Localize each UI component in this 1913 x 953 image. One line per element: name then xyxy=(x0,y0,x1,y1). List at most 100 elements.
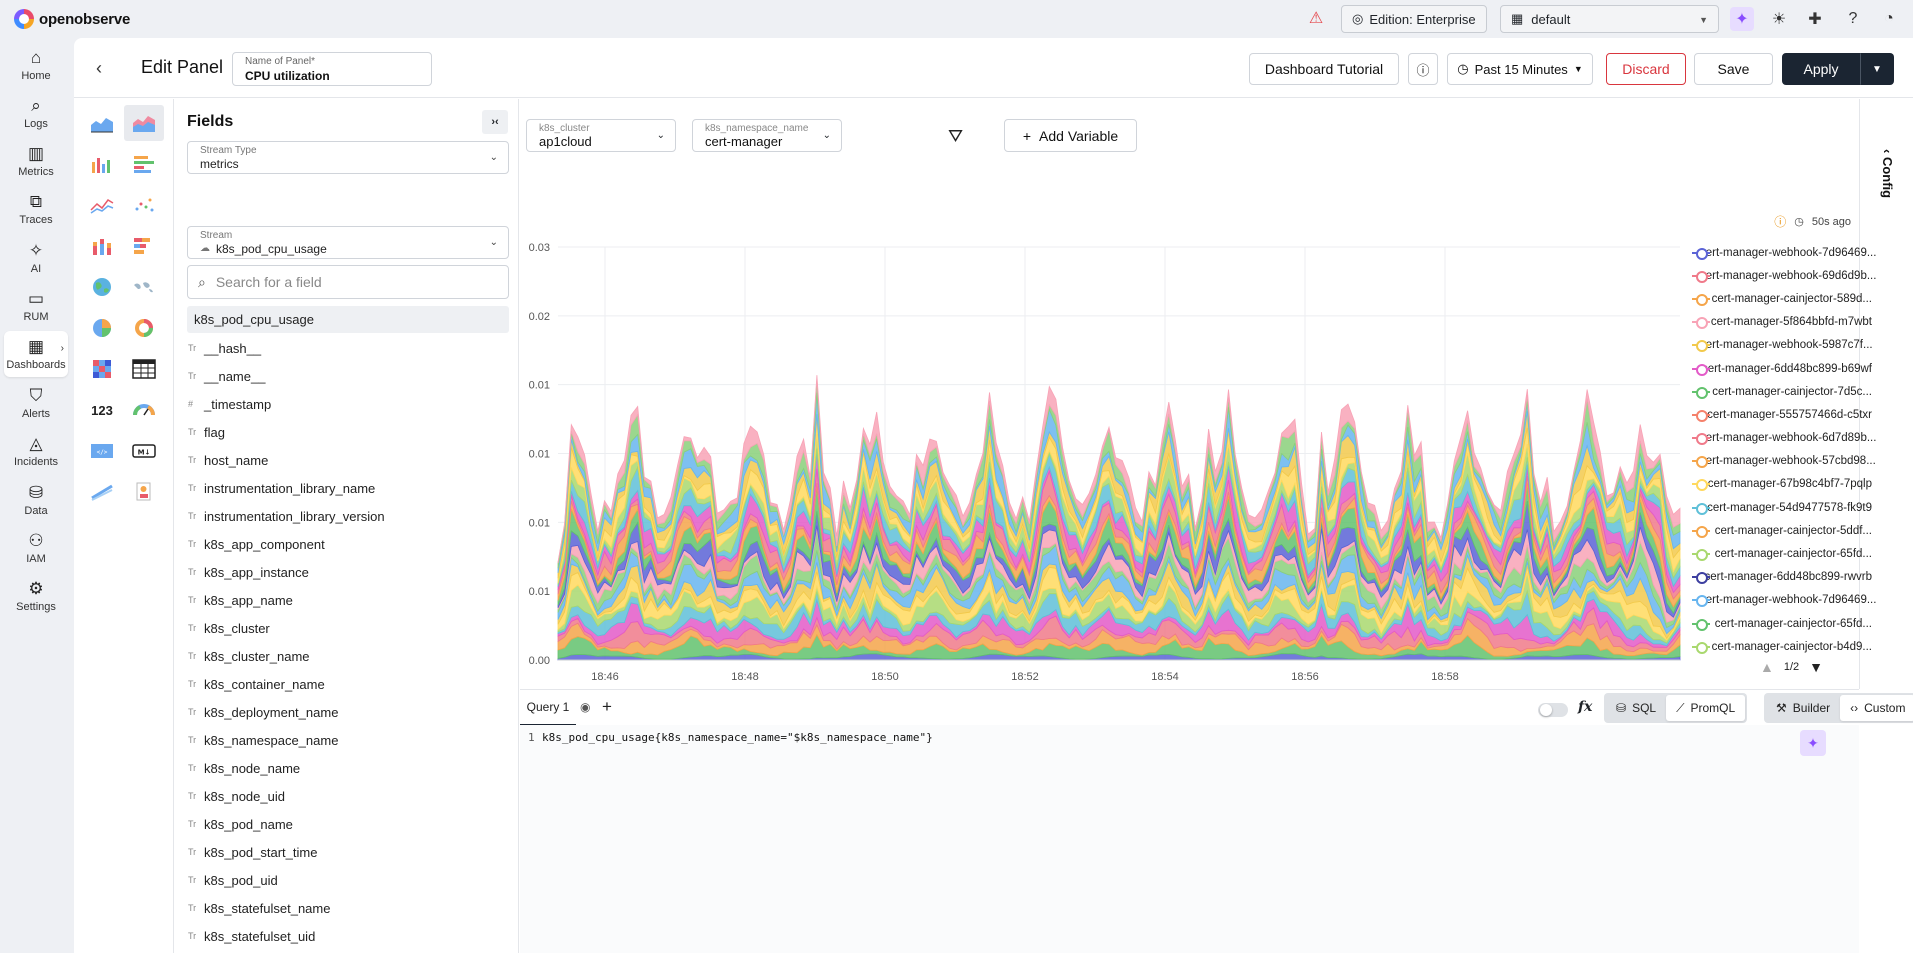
field-search-input[interactable]: ⌕ Search for a field xyxy=(187,265,509,299)
field-row[interactable]: Tr k8s_app_instance xyxy=(187,558,509,586)
heatmap-chart-type[interactable] xyxy=(82,351,122,387)
field-row[interactable]: Tr k8s_app_name xyxy=(187,586,509,614)
stream-select[interactable]: Stream ☁ k8s_pod_cpu_usage ⌄ xyxy=(187,226,509,259)
legend-item[interactable]: cert-manager-webhook-7d96469... xyxy=(1692,589,1876,612)
logo[interactable]: openobserve xyxy=(14,9,130,29)
save-button[interactable]: Save xyxy=(1694,53,1773,85)
legend-item[interactable]: cert-manager-webhook-57cbd98... xyxy=(1692,450,1876,473)
nav-alerts[interactable]: ⛉ Alerts xyxy=(4,380,68,426)
legend-item[interactable]: cert-manager-webhook-5987c7f... xyxy=(1692,334,1873,357)
legend-item[interactable]: cert-manager-6dd48bc899-rwvrb xyxy=(1692,566,1872,589)
apply-dropdown-button[interactable]: ▼ xyxy=(1860,53,1894,85)
field-row[interactable]: Tr k8s_pod_name xyxy=(187,810,509,838)
field-row[interactable]: Tr flag xyxy=(187,418,509,446)
config-panel-toggle[interactable]: ‹ Config xyxy=(1859,99,1913,689)
page-up-icon[interactable]: ▲ xyxy=(1760,659,1774,675)
ai-sparkle-icon[interactable]: ✦ xyxy=(1800,730,1826,756)
field-row[interactable]: Tr k8s_namespace_name xyxy=(187,726,509,754)
sql-button[interactable]: ⛁ SQL xyxy=(1606,695,1666,721)
custom-panel-type[interactable] xyxy=(124,474,164,510)
nav-settings[interactable]: ⚙ Settings xyxy=(4,573,68,619)
legend-item[interactable]: cert-manager-6dd48bc899-b69wf xyxy=(1692,357,1872,380)
legend-item[interactable]: cert-manager-54d9477578-fk9t9 xyxy=(1692,496,1872,519)
nav-home[interactable]: ⌂ Home xyxy=(4,42,68,88)
selected-stream-field[interactable]: k8s_pod_cpu_usage xyxy=(187,306,509,333)
custom-chart-type[interactable] xyxy=(82,474,122,510)
nav-incidents[interactable]: ◬ Incidents xyxy=(4,428,68,474)
field-row[interactable]: Tr k8s_node_name xyxy=(187,754,509,782)
nav-data[interactable]: ⛁ Data xyxy=(4,477,68,523)
legend-item[interactable]: cert-manager-cainjector-5ddf... xyxy=(1692,519,1872,542)
legend-item[interactable]: cert-manager-cainjector-65fd... xyxy=(1692,542,1872,565)
nav-metrics[interactable]: ▥ Metrics xyxy=(4,138,68,184)
map-chart-type[interactable] xyxy=(124,269,164,305)
ai-assistant-button[interactable]: ✦ xyxy=(1730,7,1754,31)
area-stacked-chart-type[interactable] xyxy=(124,105,164,141)
field-row[interactable]: Tr k8s_pod_uid xyxy=(187,866,509,894)
legend-item[interactable]: cert-manager-webhook-69d6d9b... xyxy=(1692,264,1876,287)
field-row[interactable]: Tr k8s_node_uid xyxy=(187,782,509,810)
cluster-variable-select[interactable]: k8s_cluster ap1cloud ⌄ xyxy=(526,119,676,152)
nav-logs[interactable]: ⌕ Logs xyxy=(4,90,68,136)
metric-chart-type[interactable]: 123 xyxy=(82,392,122,428)
field-row[interactable]: Tr instrumentation_library_version xyxy=(187,502,509,530)
field-row[interactable]: Tr k8s_pod_start_time xyxy=(187,838,509,866)
slack-icon[interactable]: ✚ xyxy=(1808,11,1822,28)
stream-type-select[interactable]: Stream Type metrics ⌄ xyxy=(187,141,509,174)
area-series[interactable] xyxy=(557,375,1681,564)
nav-dashboards[interactable]: ▦ Dashboards › xyxy=(4,331,68,377)
query-toggle[interactable] xyxy=(1538,703,1568,717)
scatter-chart-type[interactable] xyxy=(124,187,164,223)
eye-icon[interactable]: ◉ xyxy=(580,700,591,714)
custom-button[interactable]: ‹› Custom xyxy=(1840,695,1913,721)
field-row[interactable]: Tr host_name xyxy=(187,446,509,474)
field-row[interactable]: Tr k8s_statefulset_uid xyxy=(187,922,509,950)
add-query-icon[interactable]: + xyxy=(602,697,612,716)
add-variable-button[interactable]: + Add Variable xyxy=(1004,119,1137,152)
markdown-chart-type[interactable]: M↓ xyxy=(124,433,164,469)
promql-button[interactable]: ⟋ PromQL xyxy=(1666,695,1746,721)
field-row[interactable]: # _timestamp xyxy=(187,390,509,418)
stacked-bar-chart-type[interactable] xyxy=(82,228,122,264)
nav-iam[interactable]: ⚇ IAM xyxy=(4,525,68,571)
legend-item[interactable]: cert-manager-cainjector-65fd... xyxy=(1692,612,1872,635)
panel-name-field[interactable]: Name of Panel* CPU utilization xyxy=(232,52,432,86)
add-filter-icon[interactable]: ⛛ xyxy=(948,126,964,146)
nav-rum[interactable]: ▭ RUM xyxy=(4,283,68,329)
h-stacked-chart-type[interactable] xyxy=(124,228,164,264)
field-row[interactable]: Tr k8s_deployment_name xyxy=(187,698,509,726)
field-row[interactable]: Tr __hash__ xyxy=(187,334,509,362)
legend-item[interactable]: cert-manager-cainjector-7d5c... xyxy=(1692,380,1872,403)
bar-chart-type[interactable] xyxy=(82,146,122,182)
user-icon[interactable]: ◔ xyxy=(1884,10,1894,27)
theme-toggle-icon[interactable]: ☀ xyxy=(1771,11,1787,28)
field-row[interactable]: Tr k8s_app_component xyxy=(187,530,509,558)
query-tab[interactable]: Query 1 xyxy=(520,690,576,726)
dashboard-tutorial-button[interactable]: Dashboard Tutorial xyxy=(1249,53,1399,85)
query-code[interactable]: k8s_pod_cpu_usage{k8s_namespace_name="$k… xyxy=(542,731,933,744)
function-icon[interactable]: fx xyxy=(1578,699,1593,715)
html-chart-type[interactable]: </> xyxy=(82,433,122,469)
gauge-chart-type[interactable] xyxy=(124,392,164,428)
help-icon[interactable]: ? xyxy=(1848,10,1858,27)
nav-traces[interactable]: ⧉ Traces xyxy=(4,186,68,232)
pie-chart-type[interactable] xyxy=(82,310,122,346)
legend-item[interactable]: cert-manager-cainjector-b4d9... xyxy=(1692,635,1872,658)
query-editor[interactable]: 1 k8s_pod_cpu_usage{k8s_namespace_name="… xyxy=(520,725,1859,953)
area-chart-type[interactable] xyxy=(82,105,122,141)
field-row[interactable]: Tr k8s_cluster xyxy=(187,614,509,642)
field-row[interactable]: Tr k8s_container_name xyxy=(187,670,509,698)
table-chart-type[interactable] xyxy=(124,351,164,387)
legend-item[interactable]: cert-manager-5f864bbfd-m7wbt xyxy=(1692,311,1872,334)
line-chart-type[interactable] xyxy=(82,187,122,223)
field-row[interactable]: Tr __name__ xyxy=(187,362,509,390)
legend-item[interactable]: cert-manager-webhook-7d96469... xyxy=(1692,241,1876,264)
builder-button[interactable]: ⚒ Builder xyxy=(1766,695,1840,721)
field-row[interactable]: Tr instrumentation_library_name xyxy=(187,474,509,502)
h-bar-chart-type[interactable] xyxy=(124,146,164,182)
geomap-chart-type[interactable] xyxy=(82,269,122,305)
apply-button[interactable]: Apply xyxy=(1782,53,1860,85)
legend-item[interactable]: cert-manager-67b98c4bf7-7pqlp xyxy=(1692,473,1872,496)
collapse-fields-button[interactable]: ›‹ xyxy=(482,110,508,134)
legend-item[interactable]: cert-manager-555757466d-c5txr xyxy=(1692,403,1872,426)
